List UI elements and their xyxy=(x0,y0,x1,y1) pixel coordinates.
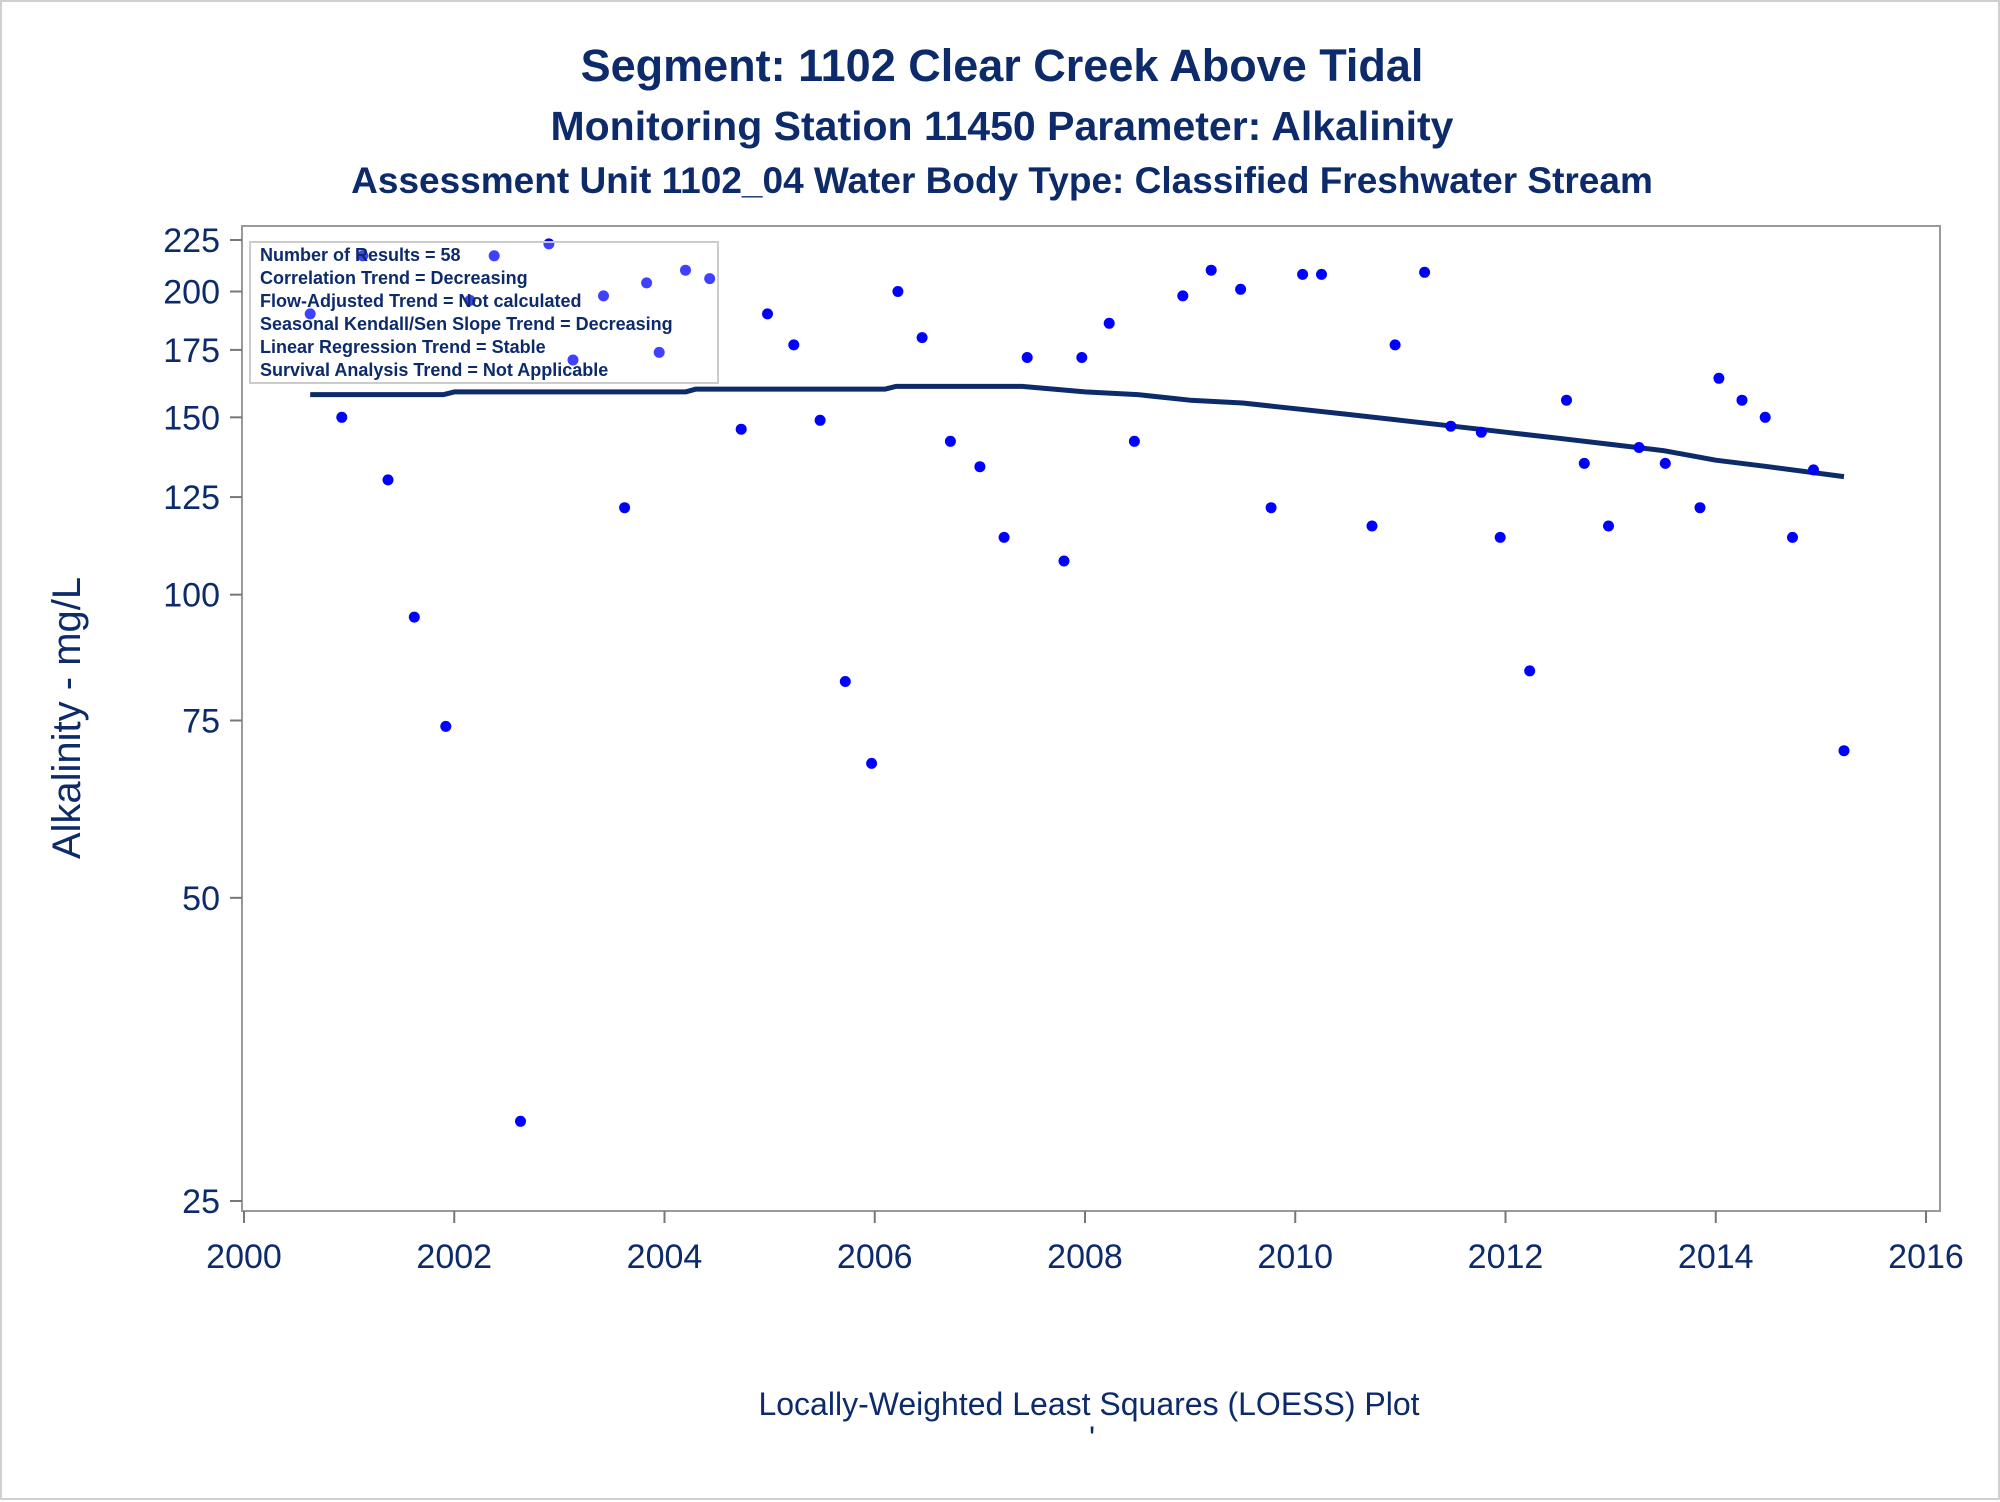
data-point xyxy=(382,474,394,486)
x-tick-label: 2002 xyxy=(416,1238,492,1276)
y-axis: 25 50 75 100 125 150 175 200 225 xyxy=(163,222,242,1221)
x-tick-label: 2010 xyxy=(1257,1238,1333,1276)
data-point xyxy=(408,611,420,623)
data-point xyxy=(1058,555,1070,567)
data-point xyxy=(1808,464,1819,476)
x-tick-label: 2004 xyxy=(627,1238,703,1276)
data-point xyxy=(1297,268,1309,280)
chart-subtitle-2: Assessment Unit 1102_04 Water Body Type:… xyxy=(351,160,1653,201)
data-point xyxy=(1524,665,1536,677)
points-layer xyxy=(304,238,1850,1127)
data-point xyxy=(1578,457,1590,469)
data-point xyxy=(619,502,631,514)
data-point xyxy=(680,264,691,276)
data-point xyxy=(357,250,369,262)
x-tick-label: 2016 xyxy=(1888,1238,1964,1276)
data-point xyxy=(1316,268,1327,280)
statistics-box xyxy=(249,241,719,384)
y-tick-label: 125 xyxy=(163,479,220,517)
y-tick-label: 200 xyxy=(163,274,220,312)
y-tick-label: 100 xyxy=(163,577,220,615)
data-point xyxy=(788,339,800,351)
data-point xyxy=(974,461,986,473)
statistics-legend: Number of Results = 58 Correlation Trend… xyxy=(249,241,719,384)
x-tick-label: 2014 xyxy=(1678,1238,1754,1276)
data-point xyxy=(1633,442,1645,453)
data-point xyxy=(515,1115,526,1127)
data-point xyxy=(1603,520,1614,532)
data-point xyxy=(1787,531,1798,543)
y-tick-label: 25 xyxy=(182,1183,220,1221)
data-point xyxy=(488,250,500,262)
data-point xyxy=(1445,420,1457,432)
y-tick-label: 75 xyxy=(182,703,220,741)
stat-linear-regression-trend: Linear Regression Trend = Stable xyxy=(260,337,546,357)
y-tick-label: 175 xyxy=(163,332,220,370)
data-point xyxy=(704,273,716,285)
data-point xyxy=(1389,339,1401,351)
data-point xyxy=(1076,352,1088,363)
x-tick-label: 2012 xyxy=(1468,1238,1544,1276)
data-point xyxy=(653,346,665,358)
loess-curve xyxy=(310,383,1845,480)
chart-footnote: Locally-Weighted Least Squares (LOESS) P… xyxy=(758,1386,1419,1422)
y-tick-label: 225 xyxy=(163,222,220,260)
data-point xyxy=(1694,502,1706,514)
chart-footnote-mark: ' xyxy=(1089,1420,1095,1456)
x-tick-label: 2000 xyxy=(206,1238,282,1276)
data-point xyxy=(1103,317,1115,329)
stat-flow-adjusted-trend: Flow-Adjusted Trend = Not calculated xyxy=(260,291,582,311)
x-axis: 2000 2002 2004 2006 2008 2010 2012 2014 2016 xyxy=(206,1211,1964,1276)
y-tick-label: 150 xyxy=(163,399,220,437)
data-point xyxy=(1021,352,1033,363)
data-point xyxy=(1366,520,1378,532)
chart-title: Segment: 1102 Clear Creek Above Tidal xyxy=(581,40,1424,91)
data-point xyxy=(735,423,747,435)
loess-layer xyxy=(310,383,1845,480)
data-point xyxy=(1265,502,1277,514)
data-point xyxy=(1494,531,1506,543)
data-point xyxy=(567,354,579,366)
data-point xyxy=(1177,290,1189,302)
data-point xyxy=(1128,435,1140,447)
x-tick-label: 2008 xyxy=(1047,1238,1123,1276)
data-point xyxy=(1235,283,1247,295)
data-point xyxy=(814,414,826,426)
y-axis-label: Alkalinity - mg/L xyxy=(45,577,89,859)
data-point xyxy=(1659,457,1671,469)
stat-correlation-trend: Correlation Trend = Decreasing xyxy=(260,268,528,288)
data-point xyxy=(944,435,956,447)
data-point xyxy=(1759,411,1771,423)
data-point xyxy=(1475,426,1487,438)
chart-subtitle: Monitoring Station 11450 Parameter: Alka… xyxy=(550,103,1453,149)
data-point xyxy=(1736,394,1748,406)
data-point xyxy=(1419,266,1431,278)
data-point xyxy=(839,676,851,687)
data-point xyxy=(866,757,878,769)
data-point xyxy=(641,277,653,289)
data-point xyxy=(1838,745,1850,757)
data-point xyxy=(440,720,452,732)
data-point xyxy=(916,332,928,344)
data-point xyxy=(762,308,773,320)
stat-number-of-results: Number of Results = 58 xyxy=(260,245,461,265)
data-point xyxy=(1205,264,1217,276)
stat-survival-analysis-trend: Survival Analysis Trend = Not Applicable xyxy=(260,360,608,380)
data-point xyxy=(1713,372,1725,384)
x-tick-label: 2006 xyxy=(837,1238,913,1276)
plot-area xyxy=(241,225,1941,1212)
y-tick-label: 50 xyxy=(182,880,220,918)
data-point xyxy=(1561,394,1572,406)
data-point xyxy=(598,290,609,302)
data-point xyxy=(304,308,316,320)
data-point xyxy=(892,286,904,297)
data-point xyxy=(336,411,348,423)
data-point xyxy=(998,531,1010,543)
data-point xyxy=(464,294,476,306)
stat-seasonal-kendall-trend: Seasonal Kendall/Sen Slope Trend = Decre… xyxy=(260,314,673,334)
